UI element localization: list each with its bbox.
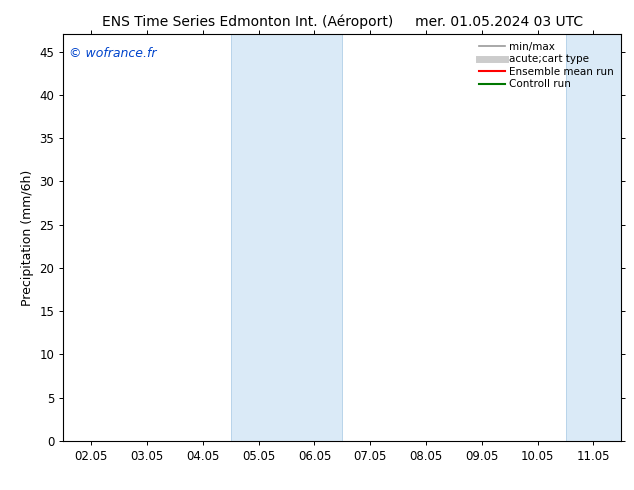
Bar	[231, 34, 342, 441]
Legend: min/max, acute;cart type, Ensemble mean run, Controll run: min/max, acute;cart type, Ensemble mean …	[477, 40, 616, 92]
Y-axis label: Precipitation (mm/6h): Precipitation (mm/6h)	[21, 170, 34, 306]
Text: © wofrance.fr: © wofrance.fr	[69, 47, 157, 59]
Title: ENS Time Series Edmonton Int. (Aéroport)     mer. 01.05.2024 03 UTC: ENS Time Series Edmonton Int. (Aéroport)…	[102, 15, 583, 29]
Bar	[566, 34, 634, 441]
